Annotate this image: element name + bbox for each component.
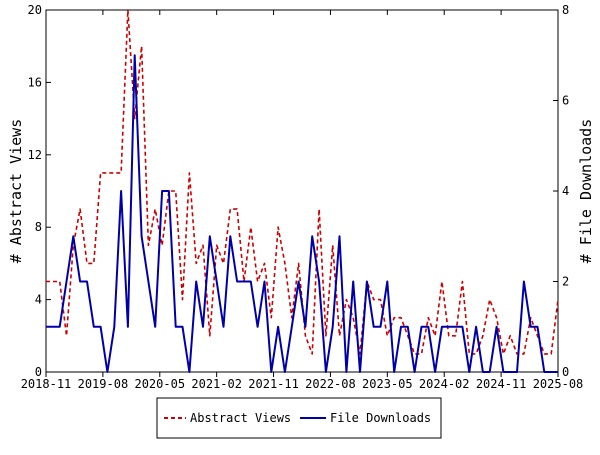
x-tick-label: 2025-08 — [533, 377, 584, 391]
left-y-axis: 0 4 8 12 16 20 — [28, 3, 51, 379]
x-tick-label: 2022-08 — [305, 377, 356, 391]
right-y-axis-title: # File Downloads — [577, 119, 595, 264]
right-y-tick-label: 2 — [562, 275, 569, 289]
left-y-tick-label: 8 — [35, 220, 42, 234]
left-y-tick-label: 0 — [35, 365, 42, 379]
x-tick-label: 2024-11 — [476, 377, 527, 391]
series-line-file-downloads — [46, 54, 558, 373]
left-y-axis-title: # Abstract Views — [7, 119, 25, 264]
x-tick-label: 2020-05 — [134, 377, 185, 391]
right-y-tick-label: 0 — [562, 365, 569, 379]
legend-label-abstract-views: Abstract Views — [190, 411, 291, 425]
series-layer — [46, 9, 559, 373]
left-y-tick-label: 20 — [28, 3, 42, 17]
right-y-tick-label: 8 — [562, 3, 569, 17]
plot-area — [45, 9, 559, 373]
legend: Abstract Views File Downloads — [156, 397, 442, 439]
right-y-tick-label: 6 — [562, 94, 569, 108]
right-y-tick-label: 4 — [562, 184, 569, 198]
left-y-tick-label: 12 — [28, 148, 42, 162]
x-tick-label: 2019-08 — [78, 377, 129, 391]
x-tick-label: 2018-11 — [21, 377, 72, 391]
x-axis: 2018-11 2019-08 2020-05 2021-02 2021-11 2022-… — [21, 10, 584, 391]
x-tick-label: 2023-05 — [362, 377, 413, 391]
legend-label-file-downloads: File Downloads — [330, 411, 431, 425]
left-y-tick-label: 16 — [28, 75, 42, 89]
x-tick-label: 2021-02 — [191, 377, 242, 391]
x-tick-label: 2021-11 — [248, 377, 299, 391]
x-tick-label: 2024-02 — [419, 377, 470, 391]
left-y-tick-label: 4 — [35, 293, 42, 307]
legend-box — [156, 397, 442, 439]
